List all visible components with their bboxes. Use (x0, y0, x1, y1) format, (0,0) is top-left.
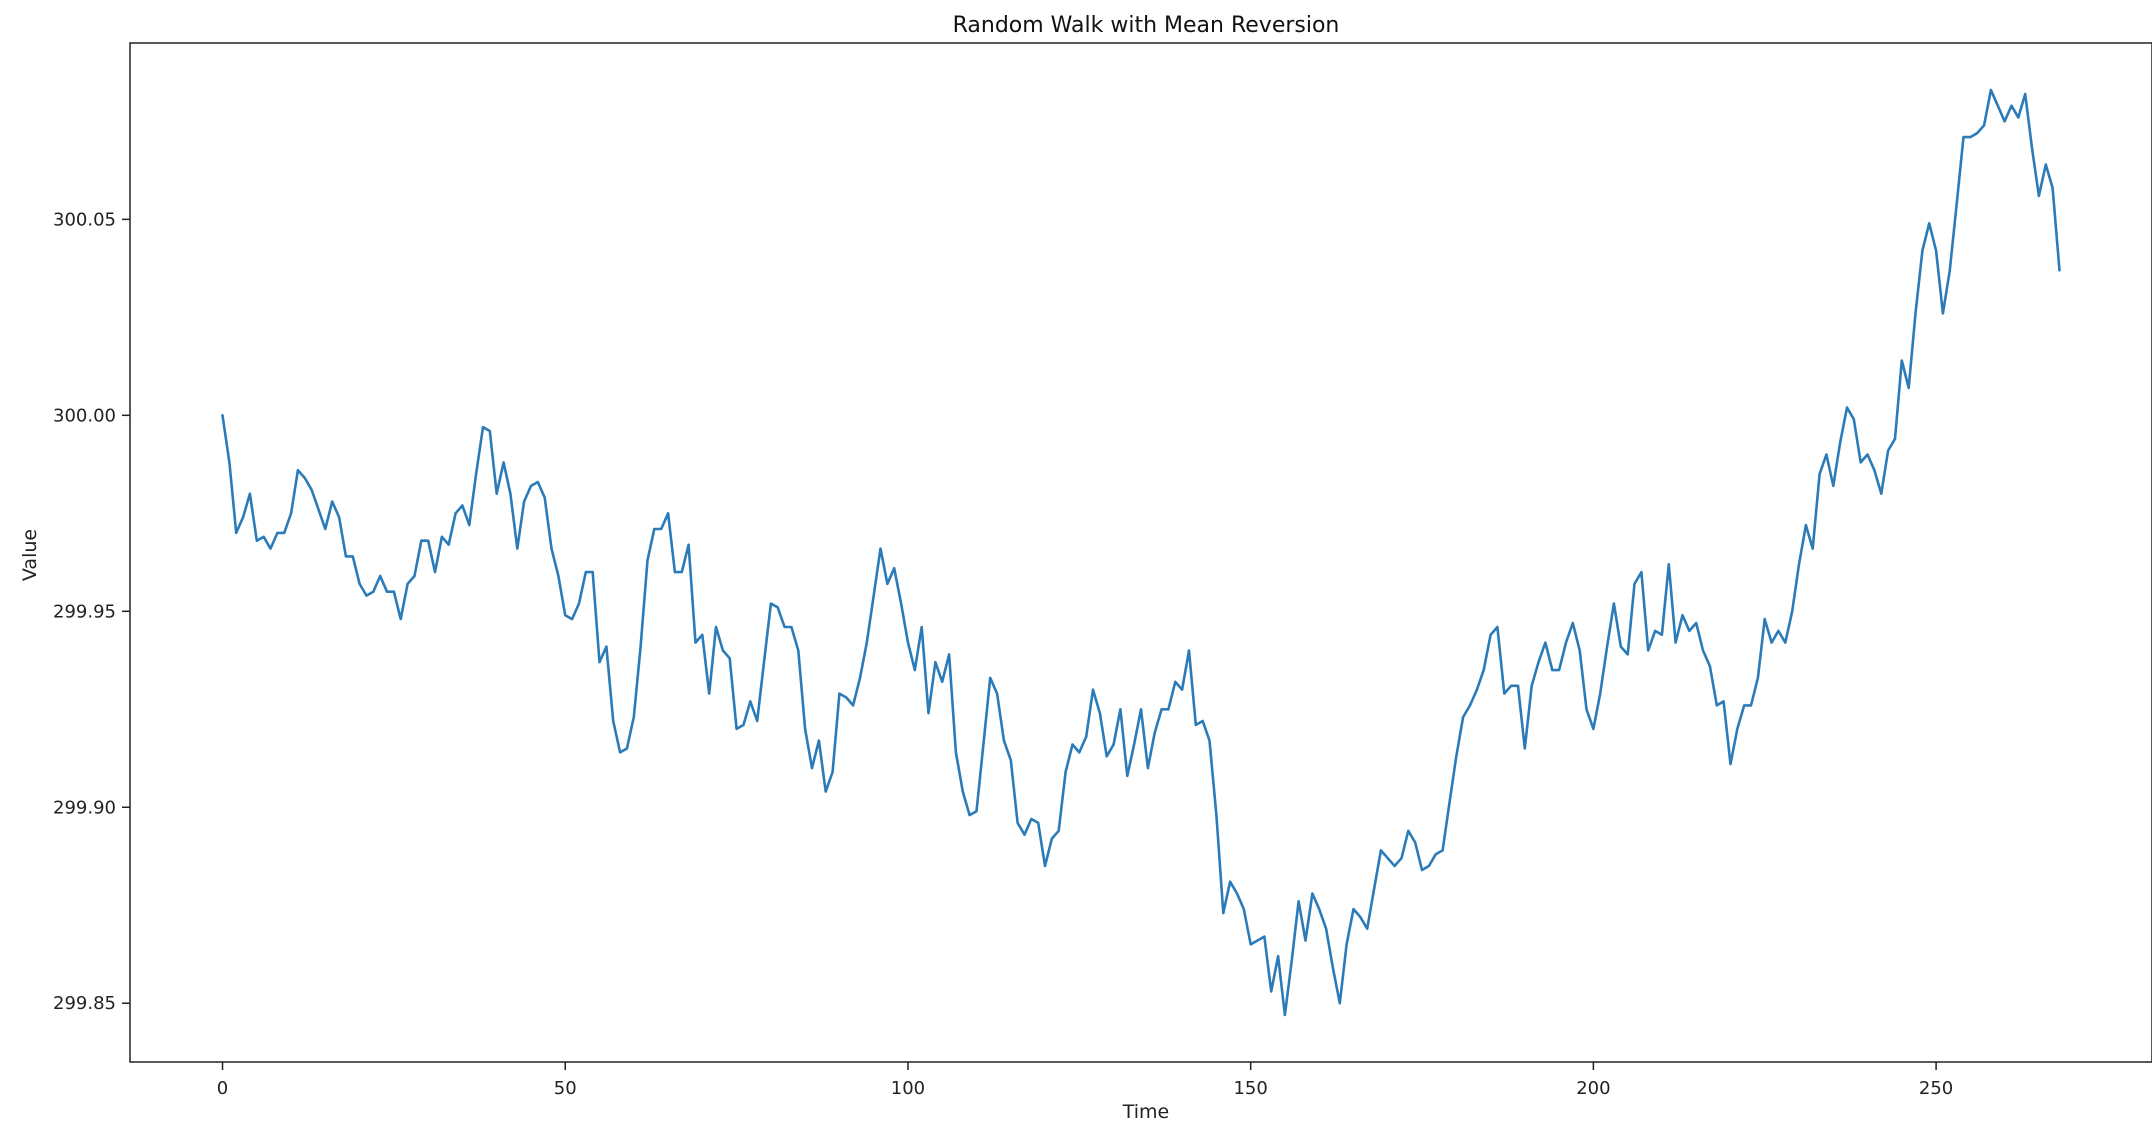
y-tick-label: 300.00 (53, 405, 116, 426)
series-line-0 (221, 88, 2061, 1017)
x-tick-label: 250 (1919, 1078, 1953, 1099)
y-axis-label: Value (19, 529, 41, 581)
x-tick-label: 50 (554, 1078, 577, 1099)
y-tick-label: 299.95 (53, 601, 116, 622)
plot-area (129, 42, 2152, 1063)
y-tick-label: 300.05 (53, 209, 116, 230)
x-tick-label: 200 (1576, 1078, 1610, 1099)
x-axis: 0 50 100 150 200 250 (217, 1062, 1953, 1099)
x-tick-label: 150 (1233, 1078, 1267, 1099)
y-tick-label: 299.90 (53, 797, 116, 818)
x-tick-label: 0 (217, 1078, 228, 1099)
x-axis-label: Time (1122, 1101, 1170, 1123)
x-tick-label: 100 (891, 1078, 925, 1099)
plot-frame (129, 42, 2152, 1063)
y-tick-label: 299.85 (53, 993, 116, 1014)
y-axis: 299.85 299.90 299.95 300.00 300.05 (53, 209, 130, 1014)
chart-title: Random Walk with Mean Reversion (953, 13, 1340, 38)
